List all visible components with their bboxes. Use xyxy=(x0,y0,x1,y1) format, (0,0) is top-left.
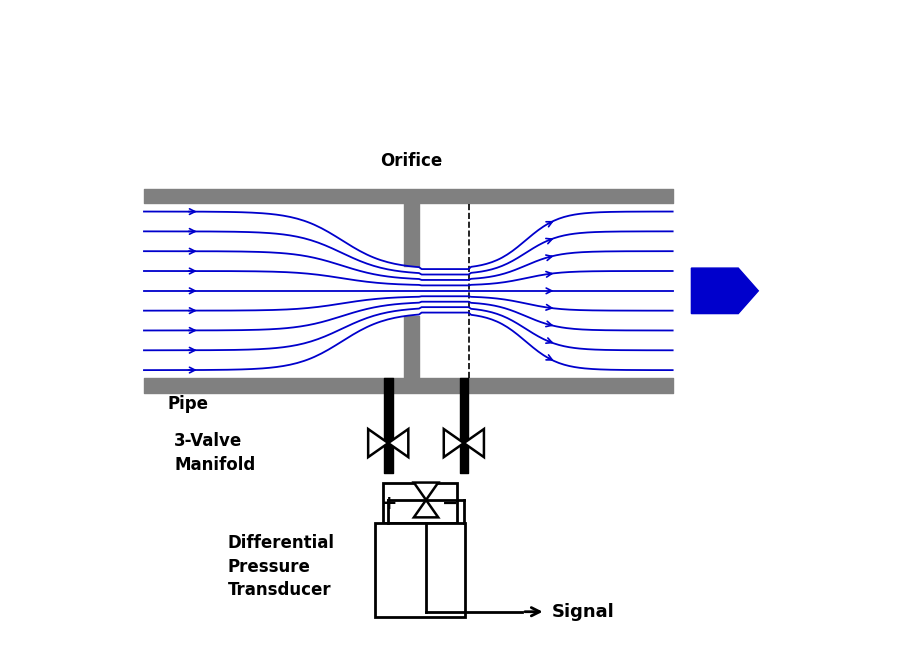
Text: +: + xyxy=(381,494,398,513)
Text: Pipe: Pipe xyxy=(168,395,208,413)
Text: −: − xyxy=(442,494,458,513)
Bar xyxy=(375,523,465,617)
Polygon shape xyxy=(414,482,438,500)
Polygon shape xyxy=(464,429,484,457)
Polygon shape xyxy=(368,429,388,457)
Polygon shape xyxy=(388,429,408,457)
FancyArrow shape xyxy=(691,268,758,314)
Polygon shape xyxy=(444,429,464,457)
Text: Orifice: Orifice xyxy=(381,152,443,170)
Text: Differential
Pressure
Transducer: Differential Pressure Transducer xyxy=(227,534,335,599)
Text: 3-Valve
Manifold: 3-Valve Manifold xyxy=(174,432,255,474)
Bar xyxy=(383,483,458,523)
Text: Signal: Signal xyxy=(552,603,615,621)
Polygon shape xyxy=(414,500,438,517)
